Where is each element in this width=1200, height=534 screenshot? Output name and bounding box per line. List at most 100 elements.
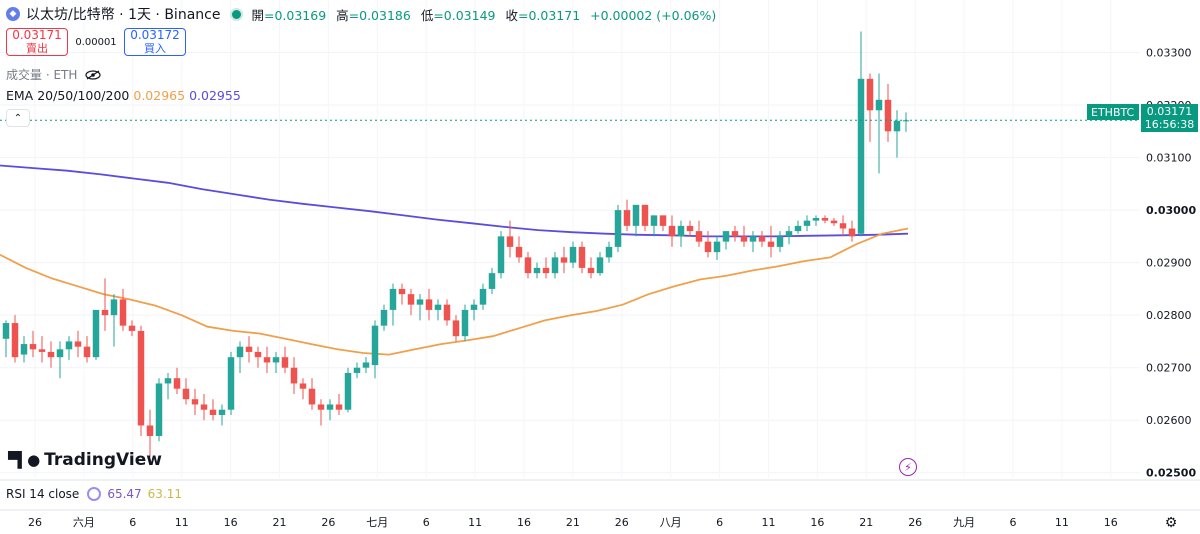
candle <box>596 252 604 276</box>
candle <box>92 309 100 360</box>
eye-off-icon[interactable] <box>85 69 101 80</box>
candle-body <box>605 246 613 258</box>
candle-body <box>686 225 694 232</box>
candle-body <box>659 215 667 226</box>
collapse-indicators-button[interactable]: ⌃ <box>6 109 30 127</box>
sell-button[interactable]: 0.03171 賣出 <box>6 28 68 56</box>
gear-icon[interactable]: ⚙ <box>1164 515 1178 531</box>
candle <box>326 399 334 421</box>
time-tick-label: 6 <box>716 516 723 529</box>
candle <box>110 294 118 347</box>
volume-indicator-label[interactable]: 成交量 · ETH <box>6 66 101 83</box>
candle-body <box>74 341 82 347</box>
candle <box>38 336 46 363</box>
symbol-price-tag: ETHBTC <box>1087 104 1139 120</box>
candle <box>866 73 874 142</box>
time-tick-label: 6 <box>423 516 430 529</box>
candle <box>209 399 217 421</box>
candle-body <box>20 344 28 355</box>
candle <box>713 236 721 261</box>
candle-body <box>290 367 298 384</box>
candle-body <box>569 246 577 263</box>
candle-body <box>299 383 307 389</box>
candle <box>335 393 343 415</box>
close-value: =0.03171 <box>518 7 581 23</box>
candle <box>443 299 451 326</box>
last-price-value: 0.03171 <box>1146 105 1193 118</box>
candle-body <box>101 309 109 316</box>
candle-body <box>722 231 730 242</box>
candle-body <box>182 388 190 400</box>
candle-body <box>488 273 496 289</box>
candle-body <box>281 357 289 368</box>
rsi-label-text: RSI 14 close <box>6 487 80 501</box>
buy-label: 買入 <box>144 42 166 55</box>
candle-body <box>794 225 802 232</box>
sell-label: 賣出 <box>26 42 48 55</box>
candle <box>767 225 775 258</box>
symbol-title[interactable]: 以太坊/比特幣 · 1天 · Binance <box>26 7 221 23</box>
candle <box>740 225 748 247</box>
candle-body <box>740 236 748 242</box>
candle <box>758 231 766 247</box>
candle <box>416 294 424 321</box>
candle <box>200 393 208 421</box>
candle <box>524 252 532 279</box>
candle-body <box>65 341 73 350</box>
candle <box>218 404 226 426</box>
chart-grid <box>0 52 1140 474</box>
flash-icon[interactable]: ⚡ <box>899 458 917 476</box>
low-label: 低 <box>420 7 434 23</box>
rsi-value-2: 63.11 <box>147 487 183 501</box>
candle <box>542 257 550 279</box>
rsi-value-1: 65.47 <box>107 487 142 501</box>
candle-body <box>353 367 361 373</box>
buy-button[interactable]: 0.03172 買入 <box>124 28 186 56</box>
candle-body <box>272 357 280 363</box>
candle-body <box>533 267 541 274</box>
candle-body <box>497 236 505 274</box>
time-tick-label: 11 <box>175 516 189 529</box>
tradingview-logo-icon: ▀▍● <box>8 451 40 469</box>
logo-text: TradingView <box>44 450 162 470</box>
candle <box>614 204 622 253</box>
candle <box>632 204 640 237</box>
rsi-indicator-label[interactable]: RSI 14 close 65.47 63.11 <box>6 487 182 501</box>
candle-body <box>758 236 766 242</box>
candle-body <box>389 288 397 310</box>
candle <box>605 241 613 263</box>
candle-body <box>650 215 658 226</box>
candle <box>677 220 685 247</box>
candle <box>830 217 838 226</box>
candle <box>569 241 577 268</box>
candle-body <box>371 325 379 366</box>
candle-body <box>2 323 10 339</box>
change-value: +0.00002 (+0.06%) <box>590 7 717 23</box>
volume-label-text: 成交量 · ETH <box>6 68 78 82</box>
time-tick-label: 八月 <box>660 516 682 529</box>
symbol-header: ◆ 以太坊/比特幣 · 1天 · Binance 開=0.03169 高=0.0… <box>6 4 722 24</box>
candle <box>362 357 370 373</box>
candle <box>119 288 127 331</box>
candle-body <box>407 294 415 305</box>
time-tick-label: 16 <box>810 516 824 529</box>
candle <box>164 372 172 400</box>
time-axis[interactable]: 26 六月 6 11 16 21 26 七月 6 11 16 21 26 八月 6 11 16 21 26 九月 6 11… <box>28 516 1118 529</box>
candle <box>29 330 37 358</box>
time-tick-label: 11 <box>762 516 776 529</box>
candle <box>20 336 28 363</box>
candle-body <box>83 346 91 358</box>
candle <box>650 215 658 237</box>
candle-body <box>695 231 703 242</box>
candle-body <box>821 217 829 221</box>
ema-indicator-label[interactable]: EMA 20/50/100/200 0.02965 0.02955 <box>6 88 241 103</box>
open-label: 開 <box>251 7 264 23</box>
chevron-up-icon: ⌃ <box>13 112 23 124</box>
candle-body <box>551 257 559 274</box>
candle <box>182 378 190 405</box>
candle <box>245 336 253 363</box>
candle-body <box>398 288 406 295</box>
candle <box>407 288 415 316</box>
candle <box>488 267 496 295</box>
